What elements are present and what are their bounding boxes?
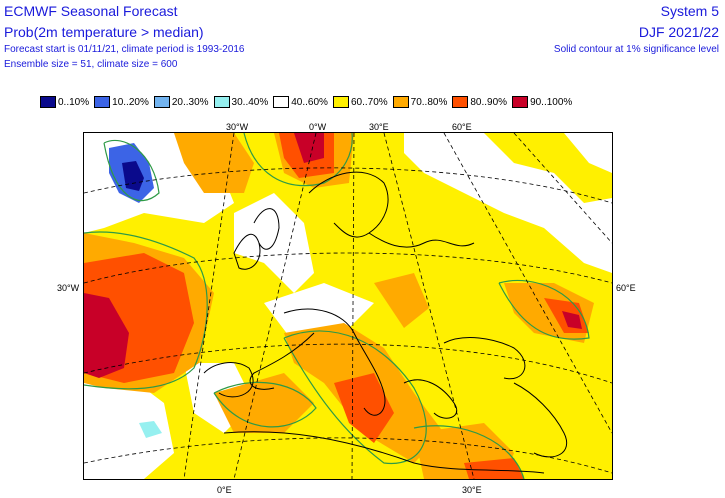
legend-swatch [213,96,230,108]
legend-swatch [392,96,409,108]
meridian-label: 60°E [616,283,636,293]
significance-note: Solid contour at 1% significance level [553,44,719,55]
legend-item: 80..90% [452,96,507,108]
legend-item: 70..80% [392,96,448,108]
meridian-label: 60°E [452,122,472,132]
prob-field-white [564,133,612,173]
probability-legend: 0..10% 10..20% 20..30% 30..40% 40..60% 6… [40,95,577,109]
legend-item: 60..70% [332,96,388,108]
ensemble-size-info: Ensemble size = 51, climate size = 600 [4,59,178,70]
legend-label: 90..100% [530,96,573,108]
legend-item: 0..10% [40,96,89,108]
meridian-label: 0°W [309,122,327,132]
system-label: System 5 [660,3,719,19]
significance-contours [84,133,590,479]
legend-swatch [273,96,290,108]
legend-item: 10..20% [94,96,149,108]
meridian-label: 30°W [57,283,80,293]
prob-field-blue [122,161,144,191]
season-period: DJF 2021/22 [638,24,719,40]
legend-swatch [40,96,56,108]
prob-field-white [84,373,174,479]
legend-swatch [332,96,349,108]
prob-field-darkred [294,133,324,163]
forecast-start-info: Forecast start is 01/11/21, climate peri… [4,44,245,55]
legend-item: 30..40% [213,96,269,108]
prob-field-orange [174,133,254,193]
meridian-label: 0°E [217,485,232,495]
legend-label: 0..10% [58,96,90,108]
legend-swatch [452,96,469,108]
prob-field-darkred [562,311,582,329]
legend-label: 60..70% [350,96,388,108]
prob-field-red [464,458,524,479]
forecast-subtitle: Prob(2m temperature > median) [4,24,204,40]
prob-field-darkred [84,293,129,378]
legend-label: 40..60% [291,96,328,108]
prob-field-white [404,133,612,273]
legend-label: 80..90% [470,96,508,108]
legend-label: 20..30% [171,96,209,108]
legend-swatch [512,96,529,108]
prob-field-orange [374,273,429,328]
prob-field-cyan [139,421,162,438]
legend-item: 40..60% [273,96,328,108]
legend-label: 10..20% [112,96,149,108]
legend-label: 70..80% [410,96,448,108]
probability-map [83,132,613,480]
legend-label: 30..40% [231,96,269,108]
legend-swatch [94,96,111,108]
meridian-label: 30°W [226,122,249,132]
legend-item: 90..100% [512,96,572,108]
meridian-label: 30°E [369,122,389,132]
forecast-title: ECMWF Seasonal Forecast [4,3,178,19]
meridian-label: 30°E [462,485,482,495]
coastlines [203,171,568,474]
legend-item: 20..30% [153,96,209,108]
legend-swatch [153,96,170,108]
